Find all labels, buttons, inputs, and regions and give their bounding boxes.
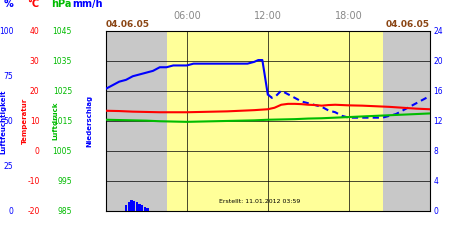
Text: 16: 16 xyxy=(433,87,443,96)
Text: 12:00: 12:00 xyxy=(254,11,282,21)
Bar xyxy=(141,205,144,211)
Text: Niederschlag: Niederschlag xyxy=(86,95,92,147)
Text: -20: -20 xyxy=(27,207,40,216)
Text: 995: 995 xyxy=(58,177,72,186)
Bar xyxy=(138,204,141,211)
Text: 10: 10 xyxy=(30,117,40,126)
Text: Temperatur: Temperatur xyxy=(22,98,28,144)
Text: 0: 0 xyxy=(433,207,438,216)
Text: 1025: 1025 xyxy=(53,87,72,96)
Text: 1035: 1035 xyxy=(53,57,72,66)
Text: 06:00: 06:00 xyxy=(173,11,201,21)
Text: Erstellt: 11.01.2012 03:59: Erstellt: 11.01.2012 03:59 xyxy=(219,199,301,204)
Text: Luftdruck: Luftdruck xyxy=(52,102,58,141)
Text: 1005: 1005 xyxy=(53,147,72,156)
Text: %: % xyxy=(4,0,13,9)
Bar xyxy=(125,205,127,211)
Text: 50: 50 xyxy=(4,117,13,126)
Bar xyxy=(133,201,135,211)
Bar xyxy=(166,31,382,211)
Text: 0: 0 xyxy=(35,147,40,156)
Text: 40: 40 xyxy=(30,27,40,36)
Text: 20: 20 xyxy=(30,87,40,96)
Bar xyxy=(130,200,133,211)
Text: mm/h: mm/h xyxy=(72,0,103,9)
Text: 12: 12 xyxy=(433,117,443,126)
Text: 25: 25 xyxy=(4,162,14,171)
Text: 1045: 1045 xyxy=(53,27,72,36)
Text: °C: °C xyxy=(27,0,40,9)
Text: 1015: 1015 xyxy=(53,117,72,126)
Text: 75: 75 xyxy=(4,72,13,81)
Text: 04.06.05: 04.06.05 xyxy=(386,20,430,29)
Text: -10: -10 xyxy=(27,177,40,186)
Bar xyxy=(127,202,130,211)
Text: 04.06.05: 04.06.05 xyxy=(106,20,150,29)
Text: 100: 100 xyxy=(0,27,14,36)
Bar xyxy=(106,31,166,211)
Text: 24: 24 xyxy=(433,27,443,36)
Text: 30: 30 xyxy=(30,57,40,66)
Text: 0: 0 xyxy=(9,207,13,216)
Text: hPa: hPa xyxy=(52,0,72,9)
Bar xyxy=(144,207,146,211)
Text: 985: 985 xyxy=(58,207,72,216)
Text: 20: 20 xyxy=(433,57,443,66)
Text: 18:00: 18:00 xyxy=(335,11,363,21)
Bar xyxy=(146,208,149,211)
Text: Luftfeuchtigkeit: Luftfeuchtigkeit xyxy=(0,89,7,154)
Bar xyxy=(135,202,138,211)
Text: 8: 8 xyxy=(433,147,438,156)
Bar xyxy=(382,31,430,211)
Text: 4: 4 xyxy=(433,177,438,186)
